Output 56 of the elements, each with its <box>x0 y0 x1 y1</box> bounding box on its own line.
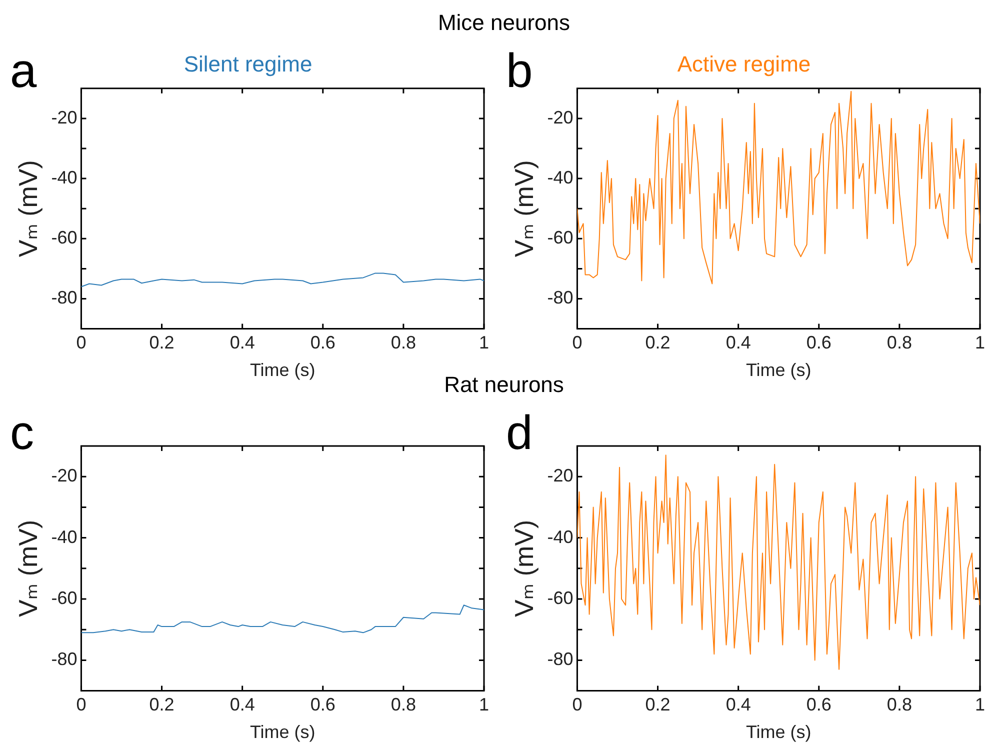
x-tick-label: 0.8 <box>390 694 416 715</box>
x-tick-label: 0.4 <box>726 694 751 715</box>
y-axis-title: Vₘ (mV) <box>508 160 539 258</box>
text: Mice neurons <box>436 10 572 36</box>
x-tick-label: 0 <box>572 332 582 353</box>
x-tick-label: 1 <box>974 332 986 353</box>
x-tick-label: 0.8 <box>886 694 912 715</box>
y-tick-label: -80 <box>51 649 78 670</box>
x-tick-label: 0.8 <box>390 332 416 353</box>
x-tick-label: 0 <box>572 694 582 715</box>
y-tick-label: -40 <box>547 168 574 188</box>
text: a <box>10 45 37 98</box>
text: Rat neurons <box>444 372 564 397</box>
y-tick-label: -80 <box>51 288 78 308</box>
y-tick-label: -20 <box>547 466 574 486</box>
y-axis-title: Vₘ (mV) <box>12 520 43 617</box>
y-tick-label: -80 <box>547 649 574 670</box>
text: b <box>506 45 533 98</box>
x-tick-label: 0.4 <box>230 332 255 353</box>
x-axis-title: Time (s) <box>746 360 812 380</box>
chart-title: Silent regime <box>184 51 312 76</box>
y-tick-label: -20 <box>547 107 574 128</box>
text: c <box>10 407 34 460</box>
y-tick-label: -40 <box>51 168 78 188</box>
x-tick-label: 0.8 <box>886 332 912 353</box>
x-tick-label: 1 <box>974 694 986 715</box>
y-tick-label: -60 <box>51 228 78 248</box>
x-tick-label: 0.2 <box>149 332 174 353</box>
x-tick-label: 0.6 <box>310 694 336 715</box>
x-tick-label: 0 <box>76 694 86 715</box>
y-tick-label: -60 <box>547 588 574 608</box>
x-tick-label: 0.2 <box>149 694 174 715</box>
y-axis-title: Vₘ (mV) <box>12 160 43 258</box>
y-tick-label: -20 <box>51 107 78 128</box>
x-axis-title: Time (s) <box>250 360 316 380</box>
y-tick-label: -60 <box>547 228 574 248</box>
y-tick-label: -80 <box>547 288 574 308</box>
y-tick-label: -40 <box>547 526 574 547</box>
x-tick-label: 0 <box>76 332 86 353</box>
y-tick-label: -40 <box>51 526 78 547</box>
x-tick-label: 0.6 <box>806 694 832 715</box>
text: d <box>506 407 533 460</box>
x-axis-title: Time (s) <box>746 722 812 742</box>
y-tick-label: -20 <box>51 466 78 486</box>
x-tick-label: 1 <box>478 332 490 353</box>
x-tick-label: 0.6 <box>806 332 832 353</box>
y-axis-title: Vₘ (mV) <box>508 520 539 617</box>
chart-title: Active regime <box>677 51 811 76</box>
y-tick-label: -60 <box>51 588 78 608</box>
x-tick-label: 0.4 <box>230 694 255 715</box>
x-tick-label: 0.2 <box>645 332 670 353</box>
x-tick-label: 0.2 <box>645 694 670 715</box>
x-tick-label: 1 <box>478 694 490 715</box>
x-tick-label: 0.4 <box>726 332 751 353</box>
x-tick-label: 0.6 <box>310 332 336 353</box>
x-axis-title: Time (s) <box>250 722 316 742</box>
